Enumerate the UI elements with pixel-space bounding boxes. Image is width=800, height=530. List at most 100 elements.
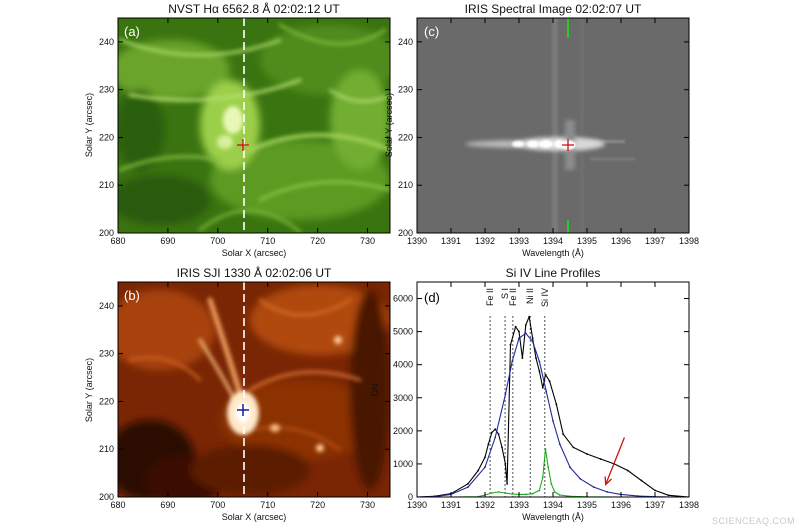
series-0-point — [555, 403, 558, 406]
series-2-point — [558, 494, 561, 496]
series-1-point — [518, 337, 520, 340]
panel-a-x-tick-label: 710 — [260, 236, 275, 246]
panel-c-x-tick-label: 1396 — [611, 236, 631, 246]
panel-b-marker-icon — [237, 404, 249, 416]
series-0-point — [518, 330, 520, 333]
panel-c-axes: 1390 1391 1392 1393 1394 1395 1396 1397 1398 200 2… — [398, 18, 699, 246]
series-2-point — [547, 466, 550, 469]
panel-a: NVST Hα 6562.8 Å 02:02:12 UT — [84, 1, 391, 258]
panel-d: Si IV Line Profiles Fe II S IFe II Ni II Si… — [370, 266, 699, 522]
series-0-point — [528, 315, 531, 318]
line-marker-label: Fe II — [508, 288, 518, 306]
watermark: SCIENCEAQ.COM — [712, 516, 795, 526]
line-markers: Fe II S IFe II Ni II Si IV — [485, 288, 550, 497]
series-0-point — [514, 325, 517, 328]
arrow-head-icon — [604, 476, 613, 486]
series-1-point — [579, 477, 582, 480]
chart-x-tick-label: 1398 — [679, 500, 699, 510]
panel-a-x-tick-label: 680 — [110, 236, 125, 246]
chart-title: Si IV Line Profiles — [506, 266, 601, 280]
panel-b-ylabel: Solar Y (arcsec) — [84, 358, 94, 422]
panel-a-x-tick-label: 720 — [310, 236, 325, 246]
panel-b-x-tick-label: 730 — [360, 500, 375, 510]
chart-x-tick-label: 1390 — [407, 500, 427, 510]
panel-c-marker-icon — [562, 139, 574, 151]
series-1-point — [592, 486, 595, 488]
panel-a-ylabel: Solar Y (arcsec) — [84, 93, 94, 157]
panel-b: IRIS SJI 1330 Å 02:02:06 UT — [84, 265, 391, 522]
series-1-point — [545, 390, 548, 393]
series-0-point — [490, 431, 493, 434]
panel-b-y-tick-label: 230 — [99, 349, 114, 359]
series-0-point — [497, 433, 500, 436]
panel-c-x-tick-label: 1390 — [407, 236, 427, 246]
panel-c-y-tick-label: 230 — [398, 85, 413, 95]
series-0-point — [562, 433, 565, 436]
series-line-0 — [417, 316, 689, 497]
series-1-point — [606, 491, 609, 493]
series-1-point — [484, 466, 486, 469]
panel-b-y-tick-label: 240 — [99, 301, 114, 311]
panel-a-image — [118, 18, 390, 233]
panel-b-x-tick-label: 720 — [310, 500, 325, 510]
series-1-point — [569, 466, 571, 469]
series-0-point — [467, 482, 469, 485]
series-0-point — [640, 479, 643, 482]
series-0-point — [538, 370, 541, 373]
panel-c-y-tick-label: 240 — [398, 37, 413, 47]
series-2-point — [550, 482, 553, 485]
line-marker-label: Fe II — [485, 288, 495, 306]
chart-xlabel: Wavelength (Å) — [522, 512, 584, 522]
line-marker-label: Si IV — [540, 288, 550, 307]
line-marker-label: S I — [500, 288, 510, 299]
panel-b-x-tick-label: 680 — [110, 500, 125, 510]
series-0-point — [504, 463, 507, 465]
chart-x-tick-label: 1395 — [577, 500, 597, 510]
panel-a-label: (a) — [124, 24, 140, 39]
series-1-point — [538, 360, 541, 363]
panel-c: IRIS Spectral Image 02:02:07 UT — [384, 2, 699, 258]
series-0-point — [586, 453, 588, 455]
chart-x-tick-label: 1393 — [509, 500, 529, 510]
panel-c-x-tick-label: 1395 — [577, 236, 597, 246]
series-0-point — [509, 343, 512, 346]
panel-a-xlabel: Solar X (arcsec) — [222, 248, 287, 258]
series-2-point — [544, 448, 547, 450]
panel-a-y-tick-label: 200 — [99, 228, 114, 238]
chart-y-tick-label: 4000 — [393, 360, 413, 370]
panel-a-x-tick-label: 730 — [360, 236, 375, 246]
series-2-point — [553, 491, 556, 493]
series-1-point — [494, 436, 497, 439]
panel-b-x-tick-label: 710 — [260, 500, 275, 510]
panel-a-y-tick-label: 220 — [99, 132, 114, 142]
series-1-point — [467, 486, 469, 488]
panel-a-y-tick-label: 210 — [99, 180, 114, 190]
chart-y-tick-label: 1000 — [393, 459, 413, 469]
chart-y-tick-label: 5000 — [393, 327, 413, 337]
panel-c-x-tick-label: 1391 — [441, 236, 461, 246]
series-2-point — [524, 493, 527, 496]
series-1-point — [531, 340, 534, 343]
panel-a-title: NVST Hα 6562.8 Å 02:02:12 UT — [168, 1, 340, 16]
series-1-point — [511, 360, 514, 363]
series-0-point — [654, 489, 656, 492]
panel-a-x-tick-label: 690 — [160, 236, 175, 246]
chart-x-tick-label: 1396 — [611, 500, 631, 510]
panel-c-x-tick-label: 1392 — [475, 236, 495, 246]
chart-y-tick-label: 0 — [408, 492, 413, 502]
series-0-point — [626, 469, 629, 472]
series-line-1 — [417, 332, 689, 497]
panel-a-y-tick-label: 240 — [99, 37, 114, 47]
series-0-point — [487, 443, 490, 445]
chart-panel-label: (d) — [424, 290, 440, 305]
arrow-shaft — [605, 437, 626, 485]
series-2-point — [490, 492, 493, 494]
series-0-point — [667, 494, 670, 497]
panel-c-x-tick-label: 1398 — [679, 236, 699, 246]
panel-a-x-tick-label: 700 — [210, 236, 225, 246]
panel-a-marker-icon — [237, 139, 249, 151]
panel-b-y-tick-label: 200 — [99, 492, 114, 502]
series-1-point — [558, 443, 561, 445]
chart-x-tick-label: 1392 — [475, 500, 495, 510]
